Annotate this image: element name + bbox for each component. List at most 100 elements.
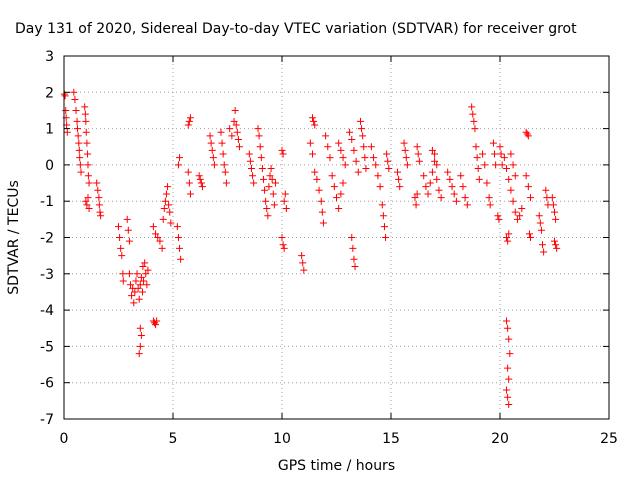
data-point — [139, 263, 147, 271]
data-point — [135, 295, 143, 303]
data-point — [125, 237, 133, 245]
data-point — [523, 130, 531, 138]
data-point — [209, 154, 217, 162]
data-point — [84, 194, 92, 202]
data-point — [450, 190, 458, 198]
data-point — [221, 168, 229, 176]
data-point — [552, 215, 560, 223]
data-point — [210, 161, 218, 169]
data-point — [82, 128, 90, 136]
data-point — [518, 204, 526, 212]
data-point — [492, 161, 500, 169]
data-point — [448, 183, 456, 191]
data-point — [318, 208, 326, 216]
x-tick-label: 5 — [169, 431, 178, 447]
data-point — [149, 223, 157, 231]
data-point — [299, 259, 307, 267]
data-point — [539, 241, 547, 249]
data-point — [217, 128, 225, 136]
y-tick-label: -3 — [40, 267, 54, 283]
data-points — [60, 88, 561, 408]
data-point — [61, 92, 69, 100]
data-point — [424, 190, 432, 198]
data-point — [379, 212, 387, 220]
data-point — [161, 197, 169, 205]
data-point — [81, 110, 89, 118]
data-point — [551, 208, 558, 216]
data-point — [197, 179, 205, 187]
data-point — [250, 179, 258, 187]
data-point — [255, 132, 263, 140]
data-point — [509, 197, 517, 205]
data-point — [503, 165, 511, 173]
data-point — [117, 244, 125, 252]
data-point — [383, 150, 391, 158]
data-point — [309, 114, 317, 122]
data-point — [380, 223, 388, 231]
data-point — [524, 183, 532, 191]
data-point — [177, 255, 185, 263]
data-point — [84, 172, 92, 180]
data-point — [536, 219, 544, 227]
data-point — [158, 244, 166, 252]
data-point — [537, 226, 545, 234]
data-point — [395, 175, 403, 183]
data-point — [94, 186, 102, 194]
data-point — [173, 223, 181, 231]
data-point — [262, 197, 270, 205]
data-point — [356, 117, 364, 125]
data-point — [74, 125, 82, 133]
data-point — [337, 146, 345, 154]
data-point — [125, 270, 133, 278]
data-point — [279, 241, 287, 249]
data-point — [495, 215, 503, 223]
data-point — [352, 157, 360, 165]
data-point — [136, 281, 144, 289]
x-tick-label: 20 — [491, 431, 509, 447]
data-point — [542, 186, 550, 194]
data-point — [167, 219, 175, 227]
data-point — [504, 324, 512, 332]
data-point — [85, 179, 93, 187]
data-point — [414, 150, 422, 158]
data-point — [278, 146, 286, 154]
data-point — [516, 212, 524, 220]
data-point — [505, 230, 513, 238]
data-point — [219, 150, 227, 158]
data-point — [552, 241, 560, 249]
data-point — [551, 237, 558, 245]
data-point — [119, 270, 127, 278]
data-point — [118, 252, 126, 260]
data-point — [76, 161, 84, 169]
data-point — [184, 121, 192, 129]
data-point — [280, 197, 288, 205]
data-point — [143, 281, 151, 289]
data-point — [231, 106, 239, 114]
data-point — [431, 150, 439, 158]
data-point — [328, 172, 336, 180]
data-point — [326, 154, 334, 162]
data-point — [513, 215, 521, 223]
data-point — [473, 154, 481, 162]
data-point — [72, 106, 80, 114]
data-point — [246, 157, 254, 165]
data-point — [269, 190, 277, 198]
data-point — [218, 139, 226, 147]
data-point — [475, 175, 483, 183]
data-point — [206, 132, 214, 140]
data-point — [257, 154, 265, 162]
data-point — [322, 132, 330, 140]
data-point — [333, 194, 340, 202]
data-point — [311, 121, 319, 129]
data-point — [413, 190, 421, 198]
data-point — [75, 139, 83, 147]
data-point — [74, 132, 82, 140]
data-point — [137, 332, 145, 340]
data-point — [509, 161, 517, 169]
data-point — [500, 154, 508, 162]
data-point — [362, 165, 370, 173]
data-point — [330, 183, 338, 191]
data-point — [317, 197, 325, 205]
data-point — [335, 139, 343, 147]
data-point — [268, 175, 276, 183]
